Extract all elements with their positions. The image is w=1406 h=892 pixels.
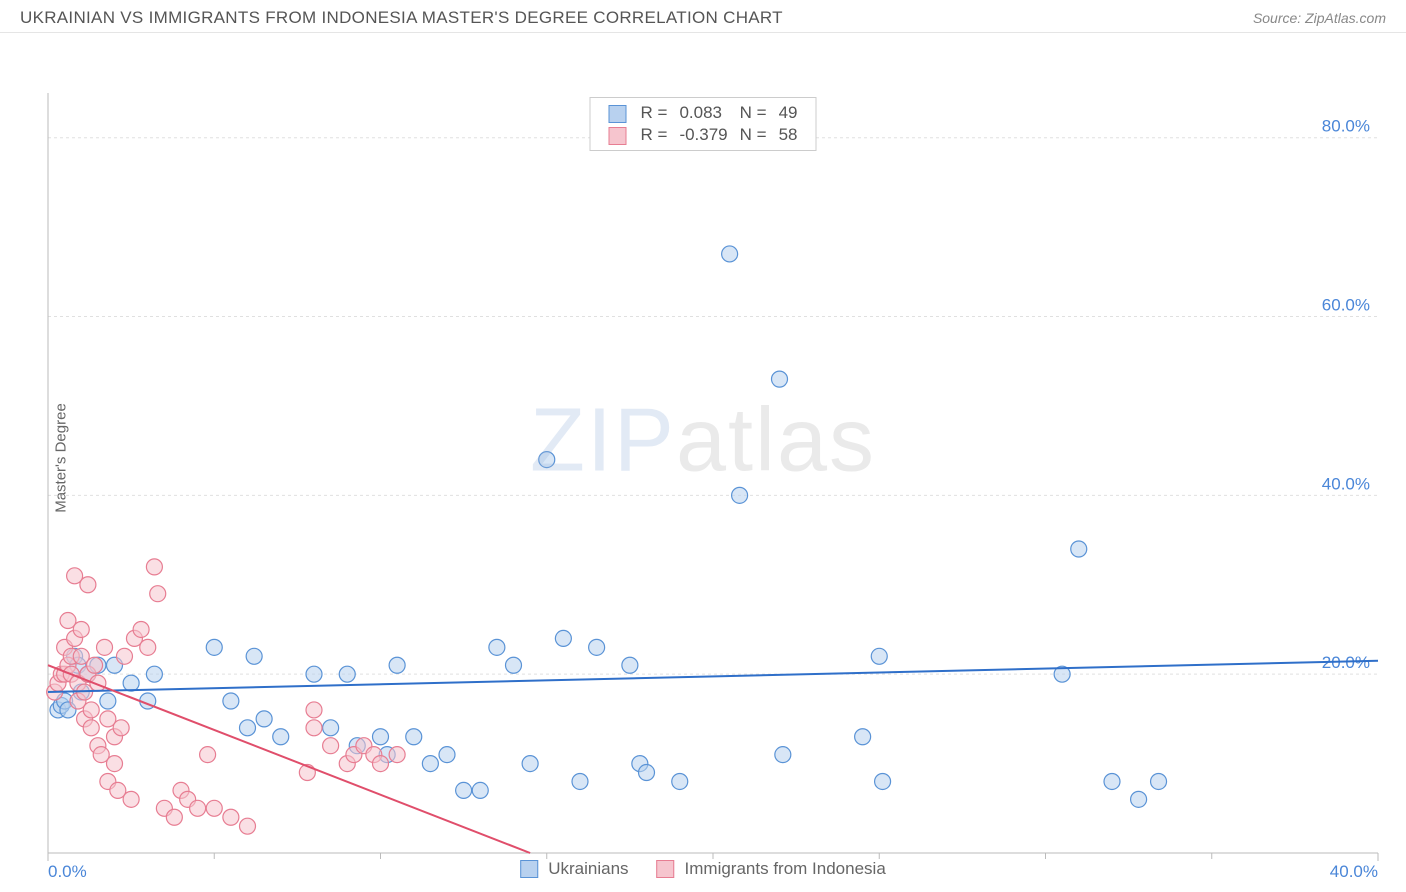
source-label: Source: ZipAtlas.com [1253, 10, 1386, 26]
legend-correlation: R =0.083N =49R =-0.379N =58 [590, 97, 817, 151]
chart-container: Master's Degree ZIPatlas 20.0%40.0%60.0%… [0, 33, 1406, 883]
scatter-chart: 20.0%40.0%60.0%80.0%0.0%40.0% [0, 33, 1406, 883]
svg-text:80.0%: 80.0% [1322, 117, 1370, 136]
title-bar: UKRAINIAN VS IMMIGRANTS FROM INDONESIA M… [0, 0, 1406, 33]
svg-text:60.0%: 60.0% [1322, 296, 1370, 315]
svg-text:40.0%: 40.0% [1322, 474, 1370, 493]
y-axis-label: Master's Degree [52, 403, 69, 513]
chart-title: UKRAINIAN VS IMMIGRANTS FROM INDONESIA M… [20, 8, 783, 28]
legend-item: Ukrainians [520, 859, 628, 879]
svg-text:40.0%: 40.0% [1330, 862, 1378, 881]
legend-series: Ukrainians Immigrants from Indonesia [520, 859, 886, 879]
svg-text:0.0%: 0.0% [48, 862, 87, 881]
legend-item: Immigrants from Indonesia [657, 859, 886, 879]
